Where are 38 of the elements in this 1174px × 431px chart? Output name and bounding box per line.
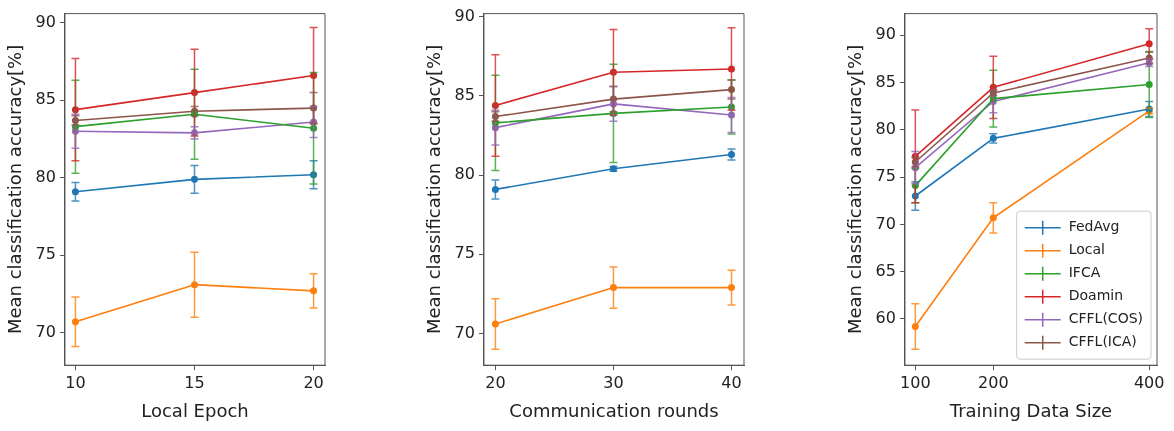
- x-tick-label: 40: [721, 372, 742, 392]
- y-tick-label: 85: [35, 89, 56, 109]
- y-tick-label: 70: [35, 321, 56, 341]
- y-tick-label: 85: [454, 85, 475, 105]
- y-tick-label: 85: [875, 71, 896, 91]
- x-tick-label: 100: [900, 372, 931, 392]
- y-tick-label: 80: [35, 166, 56, 186]
- y-tick-label: 70: [454, 322, 475, 342]
- legend-label: Doamin: [1068, 287, 1124, 304]
- legend-label: FedAvg: [1068, 218, 1120, 235]
- y-tick-label: 65: [875, 260, 896, 280]
- y-tick-label: 90: [875, 24, 896, 44]
- y-tick-label: 90: [454, 5, 475, 25]
- x-tick-label: 400: [1133, 372, 1165, 392]
- y-tick-label: 60: [875, 308, 896, 328]
- x-tick-label: 20: [485, 372, 506, 392]
- y-tick-label: 90: [35, 12, 56, 32]
- y-tick-label: 80: [875, 119, 896, 139]
- y-axis-title: Mean classification accuracy[%]: [844, 44, 866, 335]
- y-tick-label: 80: [454, 164, 475, 184]
- x-axis-title: Training Data Size: [948, 399, 1113, 421]
- x-tick-label: 200: [978, 372, 1009, 392]
- y-tick-label: 75: [875, 166, 896, 186]
- legend-label: CFFL(COS): [1068, 310, 1144, 327]
- x-axis-title: Communication rounds: [509, 399, 719, 421]
- legend-label: Local: [1068, 241, 1106, 258]
- y-tick-label: 75: [454, 243, 475, 263]
- legend-label: CFFL(ICA): [1068, 333, 1137, 350]
- x-tick-label: 15: [184, 372, 205, 392]
- x-axis-title: Local Epoch: [141, 399, 249, 421]
- x-tick-label: 20: [303, 372, 324, 392]
- y-tick-label: 70: [875, 213, 896, 233]
- legend-label: IFCA: [1068, 264, 1101, 281]
- y-axis-title: Mean classification accuracy[%]: [423, 44, 445, 335]
- x-tick-label: 30: [603, 372, 624, 392]
- x-tick-label: 10: [65, 372, 86, 392]
- y-axis-title: Mean classification accuracy[%]: [4, 44, 26, 335]
- y-tick-label: 75: [35, 244, 56, 264]
